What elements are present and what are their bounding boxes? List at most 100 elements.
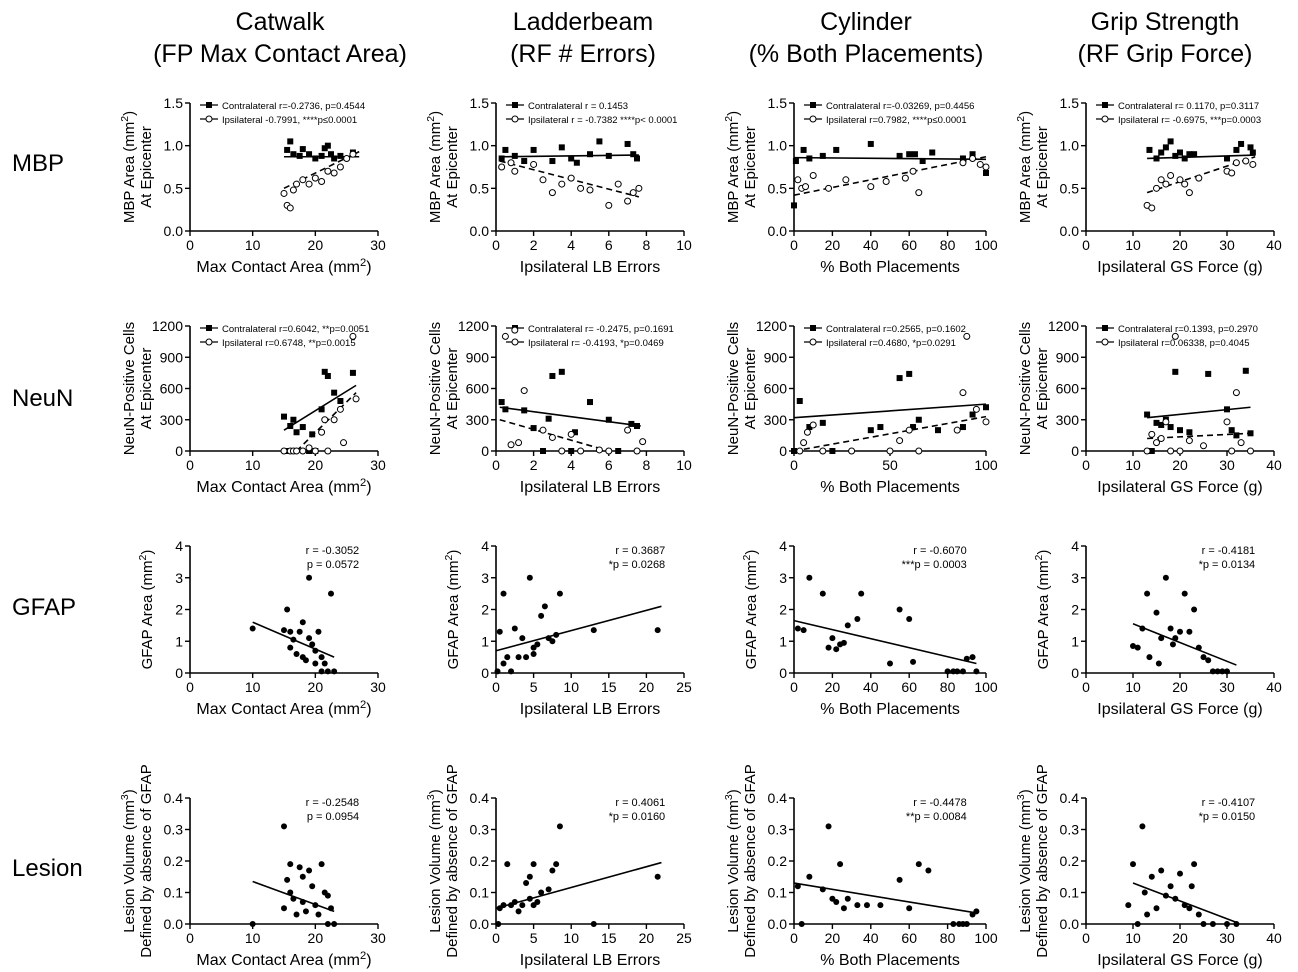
data-point — [982, 418, 990, 426]
x-tick-label: 0 — [790, 679, 798, 695]
x-tick-label: 30 — [370, 930, 386, 946]
y-tick-label: 0.1 — [470, 885, 490, 901]
data-point — [1205, 657, 1212, 664]
y-axis-label: Defined by absence of GFAP — [444, 764, 461, 957]
data-point — [281, 627, 287, 634]
data-point — [976, 160, 984, 168]
x-axis-label: Max Contact Area (mm2) — [196, 477, 371, 496]
data-point — [349, 332, 357, 340]
data-point — [809, 421, 817, 429]
data-point — [504, 861, 511, 868]
x-tick-label: 100 — [974, 930, 998, 946]
data-point — [833, 146, 840, 153]
data-point — [802, 183, 810, 191]
y-tick-label: 0.3 — [164, 822, 184, 838]
data-point — [328, 590, 334, 597]
y-tick-label: 0.0 — [1060, 223, 1080, 239]
data-point — [321, 368, 328, 375]
y-tick-label: 300 — [764, 412, 788, 428]
data-point — [1172, 368, 1179, 375]
data-point — [577, 447, 585, 455]
data-point — [905, 426, 913, 434]
data-point — [867, 140, 874, 147]
y-tick-label: 2 — [175, 602, 183, 618]
x-tick-label: 100 — [974, 679, 998, 695]
regression-line — [499, 406, 641, 427]
data-point — [806, 424, 813, 431]
data-point — [511, 152, 518, 159]
legend-marker — [1101, 338, 1109, 346]
stats-annotation: r = -0.4107 — [1202, 797, 1256, 809]
x-axis-label: Ipsilateral GS Force (g) — [1097, 259, 1262, 276]
data-point — [969, 151, 976, 158]
data-point — [290, 416, 297, 423]
data-point — [290, 636, 297, 643]
data-point — [858, 590, 865, 597]
data-point — [549, 158, 556, 165]
data-point — [833, 646, 840, 653]
data-point — [1205, 370, 1212, 377]
data-point — [315, 628, 322, 635]
stats-annotation: *p = 0.0160 — [609, 811, 666, 823]
data-point — [877, 902, 884, 909]
data-point — [521, 158, 528, 165]
data-point — [548, 189, 556, 197]
x-axis-label: Max Contact Area (mm2) — [196, 257, 371, 276]
data-point — [829, 635, 836, 642]
y-tick-label: 300 — [160, 412, 184, 428]
x-tick-label: 0 — [186, 457, 194, 473]
data-point — [1134, 644, 1141, 651]
data-point — [324, 373, 331, 379]
regression-line — [1147, 406, 1251, 419]
y-tick-label: 1200 — [458, 318, 489, 334]
data-point — [1181, 590, 1188, 597]
data-point — [1144, 911, 1151, 918]
y-tick-label: 0.0 — [164, 916, 184, 932]
data-point — [825, 823, 832, 830]
data-point — [545, 886, 552, 893]
data-point — [1158, 635, 1165, 642]
data-point — [1181, 180, 1189, 188]
data-point — [1158, 867, 1165, 874]
x-tick-label: 30 — [370, 457, 386, 473]
data-point — [800, 146, 807, 153]
data-point — [959, 159, 967, 167]
data-point — [515, 908, 522, 915]
data-point — [840, 639, 847, 646]
regression-line — [793, 415, 987, 452]
y-tick-label: 2 — [481, 602, 489, 618]
x-tick-label: 50 — [882, 457, 898, 473]
row-label-neun: NeuN — [12, 385, 74, 412]
y-tick-label: 0.1 — [164, 885, 184, 901]
x-tick-label: 0 — [186, 930, 194, 946]
data-point — [312, 155, 319, 162]
data-point — [568, 448, 575, 454]
y-tick-label: 1.5 — [1060, 95, 1080, 111]
data-point — [549, 867, 556, 874]
data-point — [906, 370, 913, 377]
data-point — [953, 426, 961, 434]
x-tick-label: 0 — [492, 930, 500, 946]
y-tick-label: 0.0 — [768, 223, 788, 239]
data-point — [293, 650, 300, 657]
data-point — [1233, 432, 1240, 439]
data-point — [910, 424, 917, 431]
data-point — [1148, 204, 1156, 212]
data-point — [819, 419, 826, 426]
x-tick-label: 30 — [1219, 930, 1235, 946]
x-tick-label: 80 — [940, 679, 956, 695]
scatter-panel: 0.0 0.5 1.0 1.5 0 10 20 30 Max Contact Area (mm2… — [119, 95, 386, 276]
data-point — [909, 167, 917, 175]
data-point — [1162, 574, 1169, 581]
data-point — [906, 616, 913, 623]
data-point — [281, 905, 287, 912]
data-point — [498, 163, 506, 171]
data-point — [950, 921, 957, 927]
data-point — [854, 902, 861, 909]
y-axis-label: MBP Area (mm2) — [119, 111, 138, 223]
regression-line — [1132, 623, 1237, 666]
data-point — [1186, 429, 1193, 436]
data-point — [615, 448, 622, 454]
data-point — [624, 140, 631, 147]
